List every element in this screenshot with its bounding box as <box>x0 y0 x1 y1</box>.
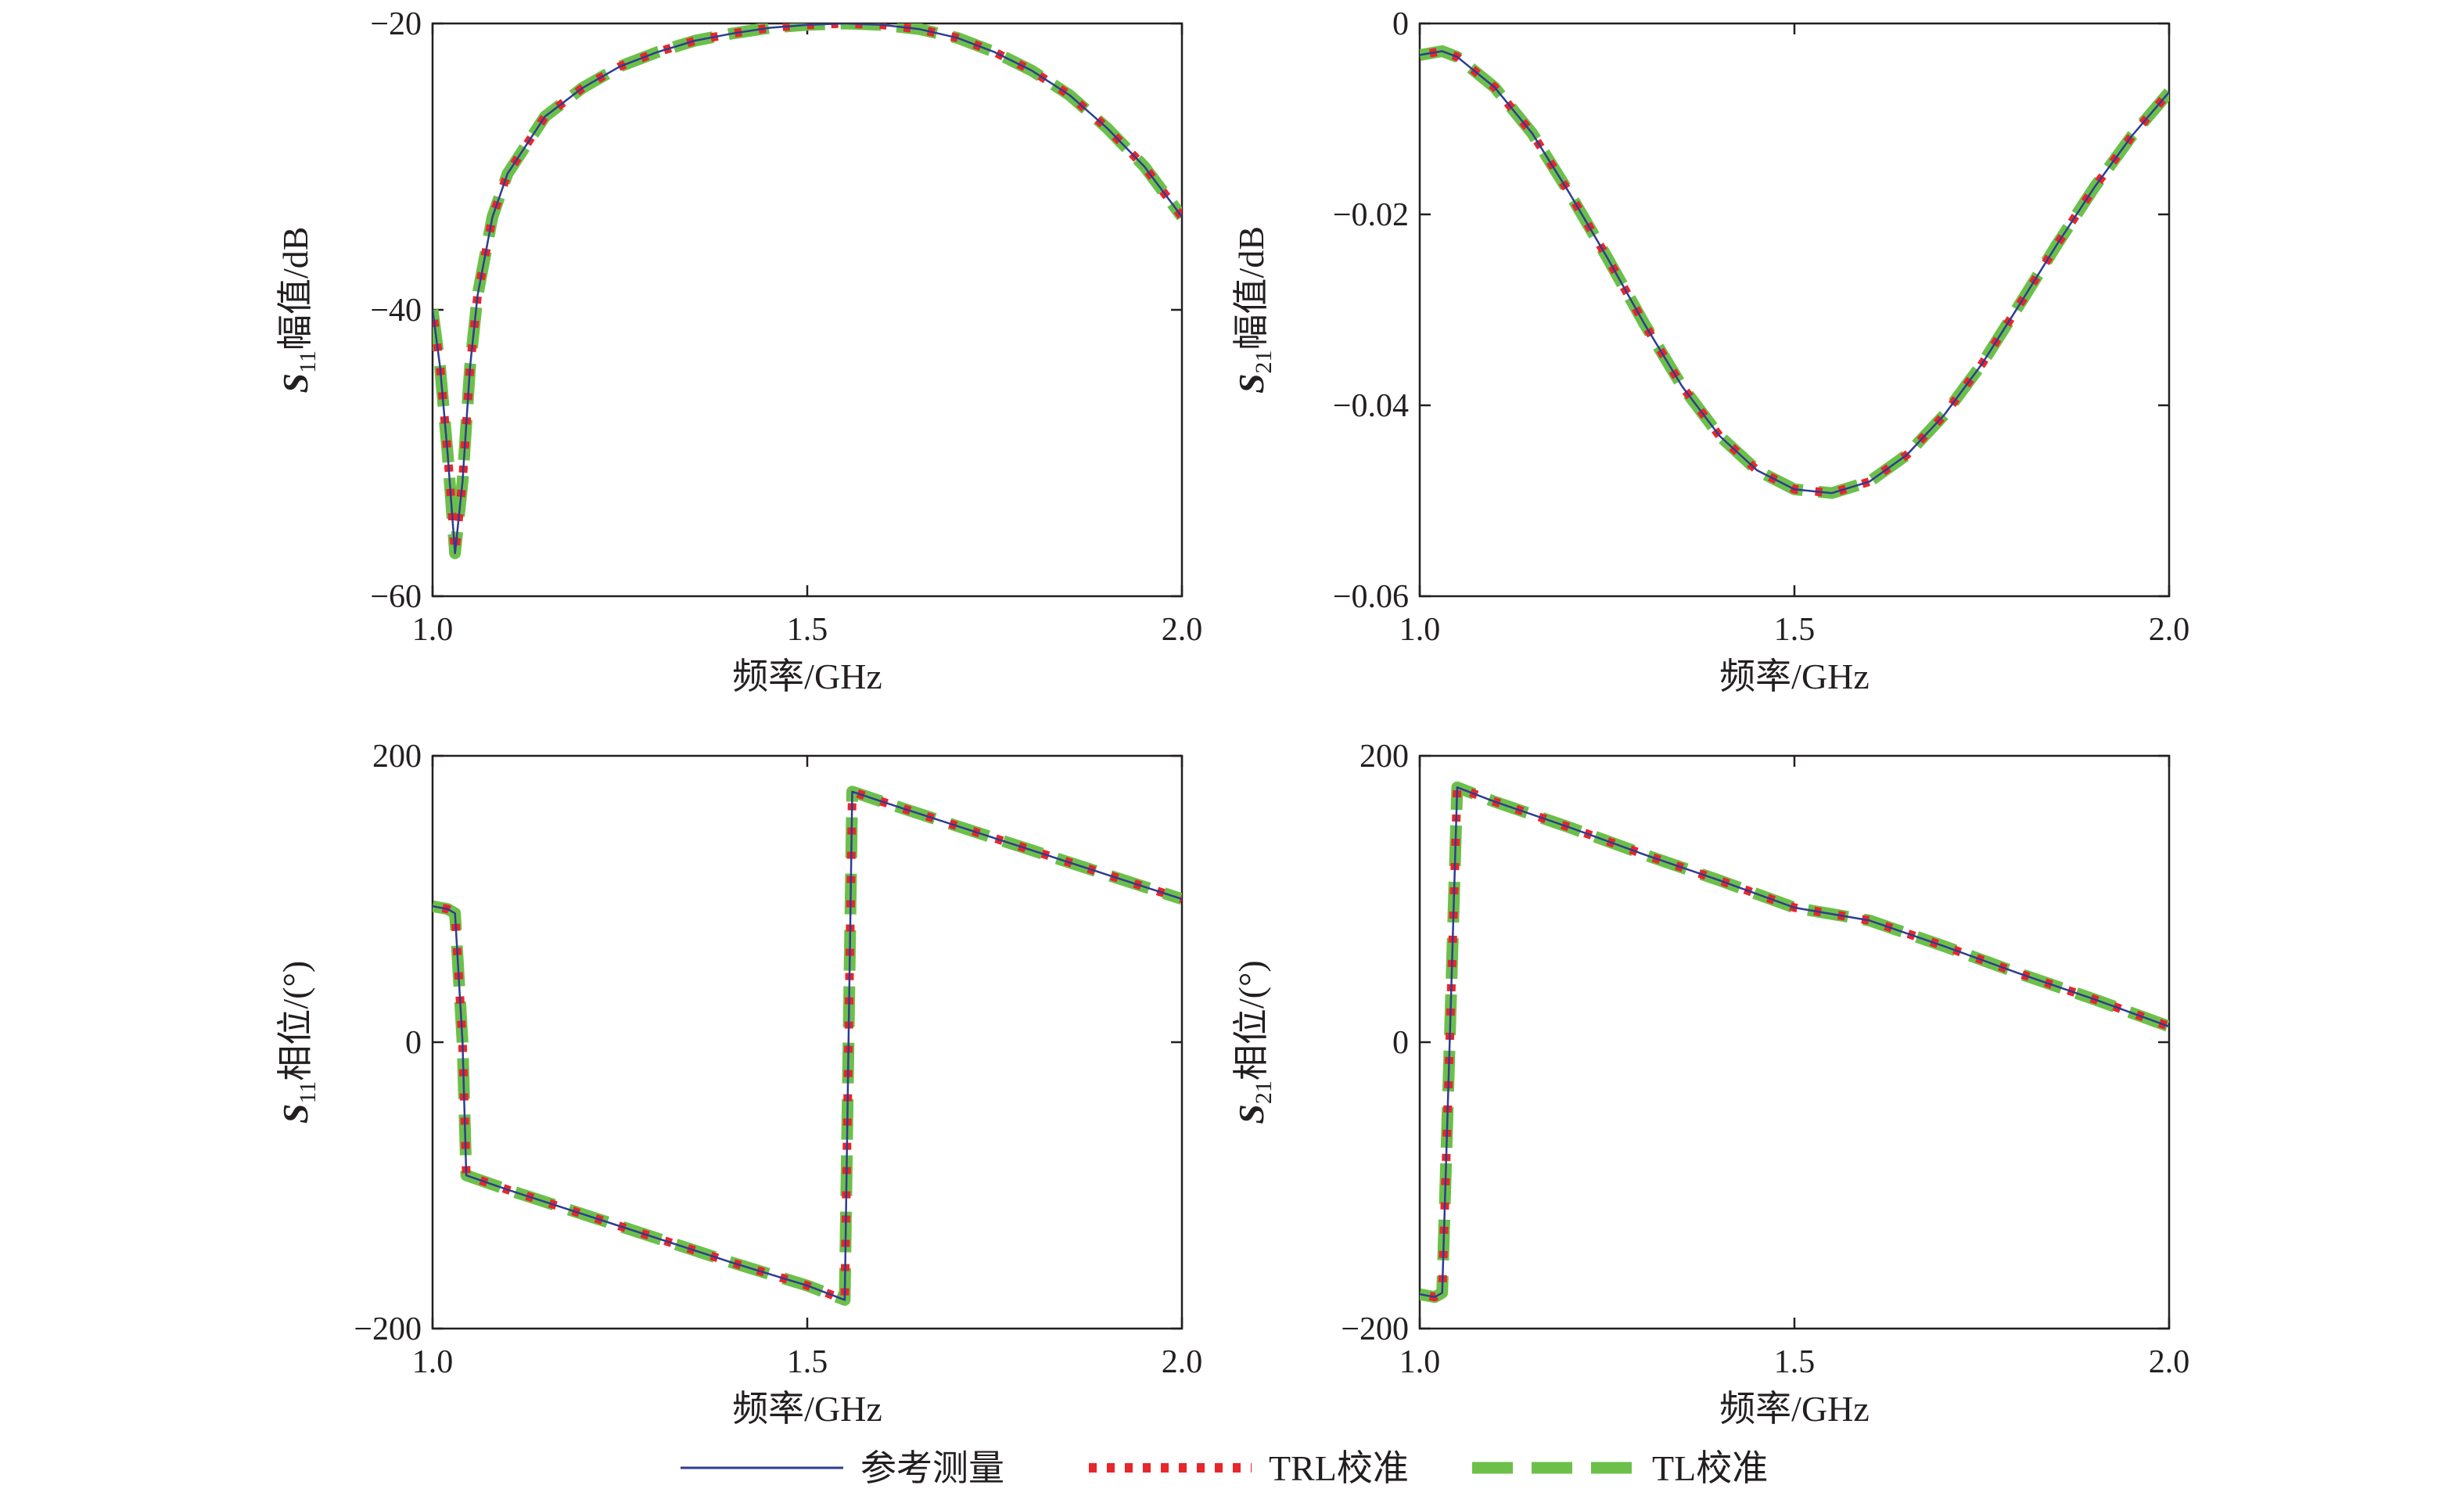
y-axis-label: S11幅值/dB <box>275 227 321 394</box>
x-axis-label: 频率/GHz <box>1719 1389 1870 1429</box>
x-tick-label: 2.0 <box>1162 1344 1203 1380</box>
x-axis-label: 频率/GHz <box>732 656 882 696</box>
subplot-3: 1.0 1.5 2.0 −200 0 200 频率/GHz S11相位/(°) <box>275 739 1202 1429</box>
series-group <box>433 23 1182 559</box>
series-line-trl <box>1420 46 2169 498</box>
y-tick-label: 200 <box>372 739 422 775</box>
x-tick-label: 2.0 <box>2149 1344 2190 1380</box>
series-group <box>433 786 1182 1306</box>
y-tick-label: −40 <box>370 293 422 329</box>
plot-frame <box>431 754 1184 1330</box>
y-tick-label: −0.02 <box>1333 197 1409 233</box>
legend: 参考测量 TRL校准 TL校准 <box>681 1448 1768 1488</box>
y-tick-label: 0 <box>405 1025 422 1061</box>
x-axis-label: 频率/GHz <box>732 1389 882 1429</box>
x-tick-label: 2.0 <box>2149 612 2190 648</box>
y-tick-label: −200 <box>354 1311 422 1347</box>
x-tick-label: 1.5 <box>787 1344 828 1380</box>
y-axis-label-symbol: S <box>1231 373 1271 394</box>
y-axis-label-text: 幅值/dB <box>1231 226 1271 350</box>
subplot-4: 1.0 1.5 2.0 −200 0 200 频率/GHz S21相位/(°) <box>1231 739 2189 1429</box>
y-axis-label-symbol: S <box>1231 1104 1271 1124</box>
y-tick-label: −0.06 <box>1333 579 1409 615</box>
y-axis-label-subscript: 21 <box>1251 1081 1277 1104</box>
y-axis-label-text: 相位/(°) <box>275 961 315 1081</box>
series-line-reference <box>1420 786 2169 1298</box>
y-axis-label: S21幅值/dB <box>1231 226 1277 394</box>
series-line-trl <box>433 23 1182 558</box>
y-axis-label-symbol: S <box>275 373 315 394</box>
y-tick-label: −60 <box>370 579 422 615</box>
legend-label-1: 参考测量 <box>860 1448 1004 1488</box>
x-axis-label: 频率/GHz <box>1719 656 1870 696</box>
y-tick-label: −0.04 <box>1333 388 1409 424</box>
y-tick-label: −20 <box>370 6 422 42</box>
series-line-tl <box>433 23 1182 559</box>
x-tick-label: 1.5 <box>787 612 828 648</box>
subplot-1: 1.0 1.5 2.0 −60 −40 −20 频率/GHz S11幅值/dB <box>275 6 1202 696</box>
series-line-tl <box>433 786 1182 1306</box>
y-axis-label: S11相位/(°) <box>275 961 321 1124</box>
y-axis-label-text: 相位/(°) <box>1231 960 1271 1081</box>
y-axis-label-subscript: 21 <box>1251 350 1277 373</box>
series-line-tl <box>1420 781 2169 1304</box>
plot-frame <box>1418 22 2171 598</box>
y-tick-label: 200 <box>1360 739 1409 775</box>
series-line-reference <box>433 790 1182 1301</box>
x-tick-label: 2.0 <box>1162 612 1203 648</box>
series-line-reference <box>1420 50 2169 494</box>
series-line-trl <box>1420 782 2169 1302</box>
y-axis-label-text: 幅值/dB <box>275 227 315 351</box>
y-tick-label: 0 <box>1392 6 1409 42</box>
x-tick-label: 1.0 <box>1399 612 1441 648</box>
series-line-reference <box>433 23 1182 555</box>
y-axis-label-subscript: 11 <box>295 351 321 373</box>
y-axis-label: S21相位/(°) <box>1231 960 1277 1124</box>
subplot-2: 1.0 1.5 2.0 −0.06 −0.04 −0.02 0 频率/GHz S21幅值/dB <box>1231 6 2189 696</box>
y-axis-label-subscript: 11 <box>295 1081 321 1104</box>
series-group <box>1420 781 2169 1304</box>
x-tick-label: 1.5 <box>1774 1344 1816 1380</box>
series-line-tl <box>1420 45 2169 499</box>
legend-label-3: TL校准 <box>1652 1448 1768 1488</box>
legend-label-2: TRL校准 <box>1269 1448 1409 1488</box>
x-tick-label: 1.5 <box>1774 612 1816 648</box>
x-tick-label: 1.0 <box>412 612 454 648</box>
y-tick-label: −200 <box>1341 1311 1409 1347</box>
x-tick-label: 1.0 <box>1399 1344 1441 1380</box>
x-tick-label: 1.0 <box>412 1344 454 1380</box>
y-tick-label: 0 <box>1392 1025 1409 1061</box>
plot-frame <box>1418 754 2171 1330</box>
y-axis-label-symbol: S <box>275 1104 315 1124</box>
series-group <box>1420 45 2169 499</box>
